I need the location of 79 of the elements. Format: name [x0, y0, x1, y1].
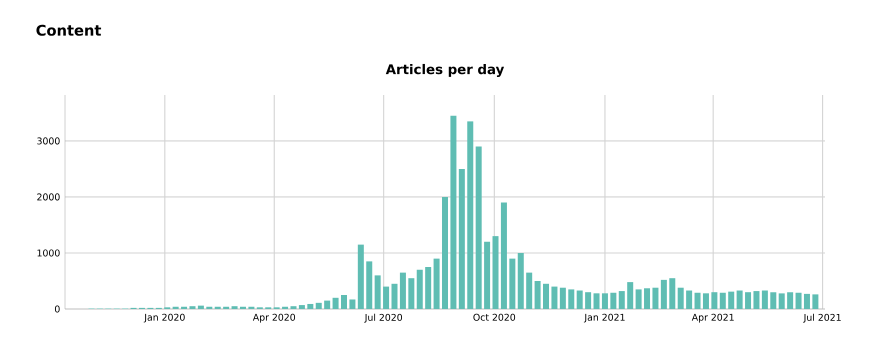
bar	[298, 305, 305, 309]
bar	[728, 292, 734, 309]
chart-title: Articles per day	[386, 64, 504, 77]
bar	[660, 280, 667, 309]
bar	[560, 288, 566, 309]
bar	[745, 292, 752, 309]
bar	[324, 300, 330, 309]
bar	[602, 293, 608, 309]
bar	[509, 258, 516, 309]
bar	[450, 116, 456, 309]
bar	[518, 252, 524, 309]
bar	[290, 306, 296, 309]
bar	[408, 278, 414, 309]
bar	[425, 266, 432, 309]
bar	[358, 244, 364, 309]
x-tick-label: Oct 2020	[473, 314, 516, 321]
bar	[652, 288, 658, 309]
bar	[627, 282, 634, 309]
bar	[585, 292, 592, 309]
bar	[416, 270, 423, 309]
bar	[374, 275, 381, 309]
bar	[618, 291, 625, 309]
x-tick-label: Jul 2020	[364, 314, 402, 323]
bar	[796, 292, 802, 309]
x-tick-label: Jan 2020	[144, 314, 185, 322]
text: Content	[36, 24, 102, 36]
bar	[232, 306, 238, 309]
y-tick-label: 2000	[37, 193, 60, 200]
bar	[686, 290, 692, 309]
y-tick-label: 3000	[37, 137, 60, 144]
bar	[198, 306, 204, 309]
bar	[694, 292, 701, 309]
bar	[391, 284, 398, 309]
bar	[484, 242, 490, 309]
bar	[736, 290, 743, 309]
bar	[787, 292, 794, 309]
bar	[442, 196, 448, 309]
bar	[669, 278, 676, 309]
y-tick-label: 0	[54, 305, 60, 313]
bar	[804, 294, 810, 309]
bar	[189, 306, 196, 309]
x-tick-label: Jan 2021	[584, 314, 625, 322]
bar	[383, 286, 390, 309]
bar	[576, 290, 583, 309]
bar	[770, 292, 776, 309]
bar	[332, 298, 339, 309]
bar	[467, 121, 474, 309]
x-tick-label: Jul 2021	[803, 314, 841, 323]
bar	[316, 302, 322, 309]
bar	[678, 288, 684, 309]
bar	[349, 299, 356, 309]
bar	[434, 258, 440, 309]
bar	[476, 146, 482, 309]
bar	[644, 288, 650, 309]
bar	[812, 294, 818, 309]
bar	[458, 168, 465, 309]
bar	[753, 291, 760, 309]
bar	[526, 272, 532, 309]
bar	[720, 292, 726, 309]
x-tick-label: Apr 2021	[692, 314, 734, 323]
bar	[702, 293, 709, 309]
bar	[307, 304, 314, 309]
bar	[543, 284, 550, 309]
x-tick-label: Apr 2020	[252, 314, 296, 323]
bar	[568, 289, 574, 309]
bar	[366, 261, 372, 309]
bar	[610, 292, 616, 309]
bar	[551, 286, 558, 309]
bar	[594, 293, 600, 309]
bar	[534, 280, 541, 309]
bar	[340, 294, 347, 309]
bar	[762, 290, 768, 309]
bar	[492, 236, 499, 309]
bar	[711, 292, 718, 309]
bar	[778, 293, 785, 309]
bar	[636, 289, 642, 309]
y-tick-label: 1000	[38, 249, 60, 257]
bar	[500, 202, 507, 309]
bar	[400, 272, 406, 309]
